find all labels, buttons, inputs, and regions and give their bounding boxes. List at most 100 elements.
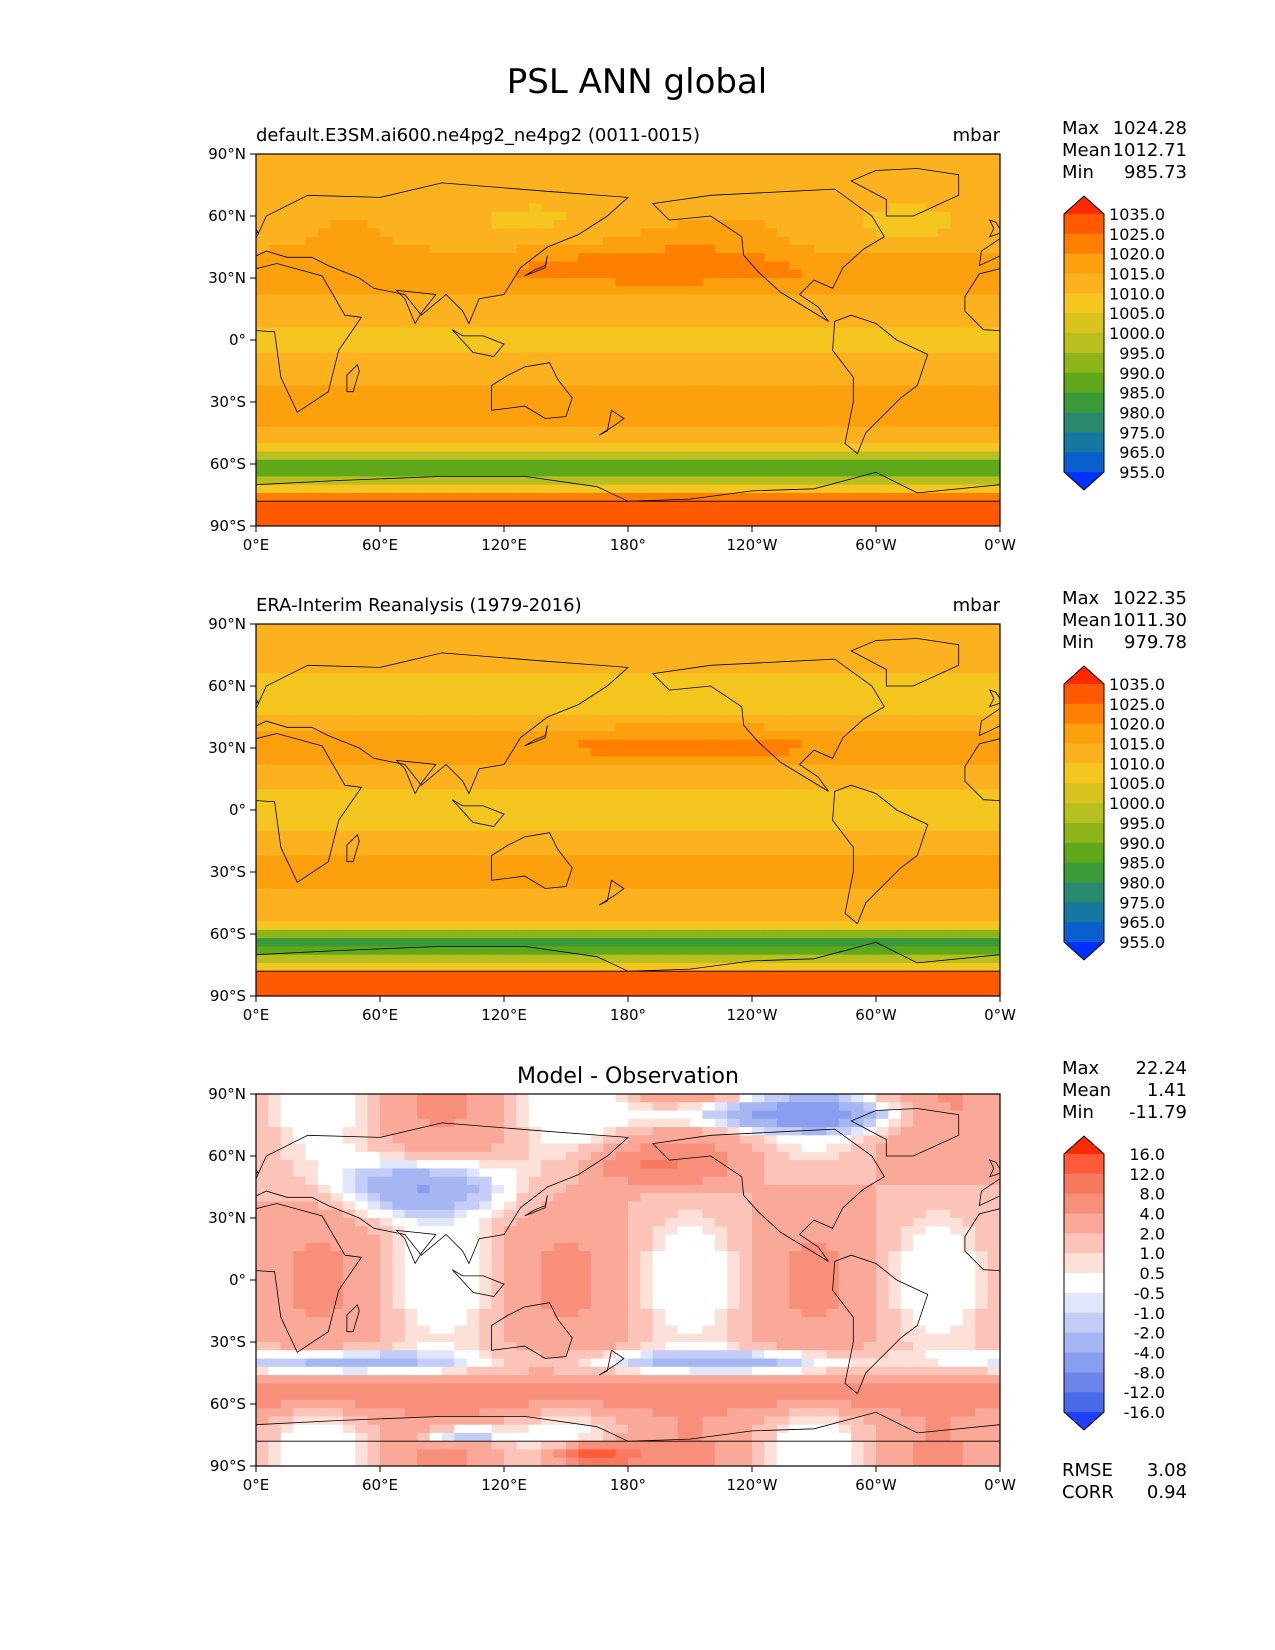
- heatmap-cell: [318, 302, 331, 312]
- heatmap-cell: [355, 714, 369, 724]
- heatmap-cell: [863, 509, 877, 519]
- heatmap-cell: [764, 665, 778, 675]
- heatmap-cell: [330, 838, 344, 848]
- heatmap-cell: [938, 509, 951, 519]
- heatmap-cell: [962, 368, 976, 378]
- heatmap-cell: [702, 896, 716, 906]
- heatmap-cell: [628, 393, 641, 403]
- heatmap-cell: [962, 459, 976, 469]
- heatmap-cell: [727, 739, 741, 749]
- heatmap-cell: [640, 698, 654, 708]
- heatmap-cell: [776, 888, 790, 898]
- heatmap-cell: [814, 410, 827, 420]
- heatmap-cell: [752, 632, 765, 642]
- heatmap-cell: [628, 402, 641, 411]
- heatmap-cell: [615, 402, 629, 411]
- heatmap-cell: [900, 698, 914, 708]
- heatmap-cell: [553, 855, 567, 865]
- heatmap-cell: [677, 764, 691, 774]
- heatmap-cell: [516, 286, 530, 296]
- heatmap-cell: [714, 451, 728, 461]
- heatmap-cell: [293, 764, 307, 774]
- heatmap-cell: [256, 805, 269, 815]
- heatmap-cell: [603, 797, 617, 807]
- heatmap-cell: [690, 805, 703, 815]
- heatmap-cell: [528, 162, 542, 172]
- heatmap-cell: [256, 327, 269, 337]
- heatmap-cell: [876, 236, 889, 246]
- heatmap-cell: [590, 756, 604, 766]
- heatmap-cell: [640, 714, 654, 724]
- heatmap-cell: [938, 748, 951, 757]
- heatmap-cell: [355, 855, 369, 865]
- heatmap-cell: [504, 781, 517, 790]
- heatmap-cell: [925, 319, 939, 329]
- heatmap-cell: [727, 451, 741, 461]
- heatmap-cell: [652, 714, 666, 724]
- heatmap-cell: [528, 888, 542, 898]
- heatmap-cell: [256, 731, 269, 741]
- heatmap-cell: [615, 905, 629, 914]
- heatmap-cell: [256, 772, 269, 782]
- heatmap-cell: [479, 484, 493, 494]
- heatmap-cell: [541, 624, 555, 633]
- heatmap-cell: [950, 764, 964, 774]
- heatmap-cell: [280, 344, 294, 353]
- heatmap-cell: [900, 648, 914, 658]
- heatmap-cell: [714, 360, 728, 370]
- heatmap-cell: [541, 244, 555, 254]
- heatmap-cell: [628, 822, 641, 832]
- heatmap-cell: [776, 648, 790, 658]
- heatmap-cell: [305, 261, 319, 271]
- heatmap-cell: [355, 385, 369, 395]
- heatmap-cell: [962, 492, 976, 502]
- heatmap-cell: [293, 302, 307, 312]
- heatmap-cell: [690, 360, 703, 370]
- heatmap-cell: [256, 723, 269, 733]
- heatmap-cell: [764, 863, 778, 873]
- coastline-madagascar: [346, 364, 360, 393]
- heatmap-cell: [888, 443, 902, 453]
- heatmap-cell: [752, 706, 765, 716]
- heatmap-cell: [367, 492, 381, 502]
- heatmap-cell: [466, 706, 480, 716]
- heatmap-cell: [355, 203, 369, 213]
- heatmap-cell: [913, 706, 927, 716]
- heatmap-cell: [268, 822, 282, 832]
- heatmap-cell: [479, 220, 493, 229]
- heatmap-cell: [293, 244, 307, 254]
- heatmap-cell: [330, 195, 344, 205]
- heatmap-cell: [590, 368, 604, 378]
- heatmap-cell: [752, 377, 765, 387]
- heatmap-cell: [466, 847, 480, 857]
- heatmap-cell: [392, 278, 406, 287]
- heatmap-cell: [380, 377, 393, 387]
- heatmap-cell: [541, 905, 555, 914]
- heatmap-cell: [293, 781, 307, 790]
- heatmap-cell: [330, 698, 344, 708]
- heatmap-cell: [677, 748, 691, 757]
- heatmap-cell: [628, 187, 641, 196]
- heatmap-cell: [590, 872, 604, 881]
- heatmap-cell: [330, 410, 344, 420]
- heatmap-cell: [528, 698, 542, 708]
- heatmap-cell: [640, 385, 654, 395]
- heatmap-cell: [764, 756, 778, 766]
- heatmap-cell: [541, 253, 555, 263]
- heatmap-cell: [479, 154, 493, 163]
- heatmap-cell: [454, 244, 468, 254]
- heatmap-cell: [677, 797, 691, 807]
- heatmap-cell: [280, 847, 294, 857]
- heatmap-cell: [330, 319, 344, 329]
- heatmap-cell: [938, 220, 951, 229]
- heatmap-cell: [355, 344, 369, 353]
- heatmap-cell: [677, 657, 691, 666]
- heatmap-cell: [752, 410, 765, 420]
- heatmap-cell: [392, 739, 406, 749]
- heatmap-cell: [318, 855, 331, 865]
- heatmap-cell: [851, 195, 865, 205]
- heatmap-cell: [838, 195, 852, 205]
- heatmap-cell: [417, 426, 431, 436]
- heatmap-cell: [404, 443, 418, 453]
- heatmap-cell: [566, 244, 579, 254]
